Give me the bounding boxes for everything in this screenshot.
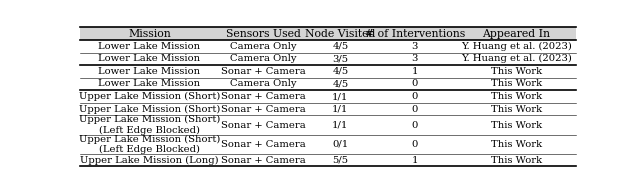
Text: 0: 0 [412,79,418,89]
Text: Y. Huang et al. (2023): Y. Huang et al. (2023) [461,54,572,63]
Text: 5/5: 5/5 [332,156,348,165]
Text: Sonar + Camera: Sonar + Camera [221,67,306,76]
Text: Sonar + Camera: Sonar + Camera [221,140,306,149]
Text: This Work: This Work [491,121,542,130]
Text: This Work: This Work [491,140,542,149]
Text: Upper Lake Mission (Long): Upper Lake Mission (Long) [80,156,219,165]
Text: This Work: This Work [491,67,542,76]
Text: Sonar + Camera: Sonar + Camera [221,105,306,114]
Text: Lower Lake Mission: Lower Lake Mission [99,67,200,76]
Text: Upper Lake Mission (Short): Upper Lake Mission (Short) [79,104,220,114]
Text: 4/5: 4/5 [332,67,349,76]
Text: This Work: This Work [491,105,542,114]
Text: Y. Huang et al. (2023): Y. Huang et al. (2023) [461,42,572,51]
Text: # of Interventions: # of Interventions [365,29,465,39]
Text: 0: 0 [412,121,418,130]
Text: Sonar + Camera: Sonar + Camera [221,121,306,130]
Text: 1/1: 1/1 [332,105,349,114]
Text: Lower Lake Mission: Lower Lake Mission [99,54,200,63]
Text: 0: 0 [412,92,418,101]
Text: Upper Lake Mission (Short): Upper Lake Mission (Short) [79,92,220,101]
Text: Sonar + Camera: Sonar + Camera [221,156,306,165]
Text: This Work: This Work [491,79,542,89]
Text: 3/5: 3/5 [332,54,348,63]
Text: Camera Only: Camera Only [230,79,297,89]
Text: 0: 0 [412,140,418,149]
Text: Lower Lake Mission: Lower Lake Mission [99,42,200,51]
Text: Camera Only: Camera Only [230,54,297,63]
Text: Mission: Mission [128,29,171,39]
Text: 1/1: 1/1 [332,121,349,130]
Text: 4/5: 4/5 [332,79,349,89]
Text: This Work: This Work [491,156,542,165]
Text: 1: 1 [412,156,418,165]
Text: Appeared In: Appeared In [483,29,550,39]
Text: Upper Lake Mission (Short)
(Left Edge Blocked): Upper Lake Mission (Short) (Left Edge Bl… [79,134,220,154]
Text: 4/5: 4/5 [332,42,349,51]
Text: Node Visited: Node Visited [305,29,376,39]
Text: Sensors Used: Sensors Used [226,29,301,39]
Text: 0: 0 [412,105,418,114]
Text: 3: 3 [412,54,418,63]
Text: Sonar + Camera: Sonar + Camera [221,92,306,101]
Bar [80,27,576,40]
Text: Camera Only: Camera Only [230,42,297,51]
Text: This Work: This Work [491,92,542,101]
Text: 1/1: 1/1 [332,92,349,101]
Text: 1: 1 [412,67,418,76]
Text: 0/1: 0/1 [332,140,349,149]
Text: 3: 3 [412,42,418,51]
Text: Upper Lake Mission (Short)
(Left Edge Blocked): Upper Lake Mission (Short) (Left Edge Bl… [79,115,220,135]
Text: Lower Lake Mission: Lower Lake Mission [99,79,200,89]
